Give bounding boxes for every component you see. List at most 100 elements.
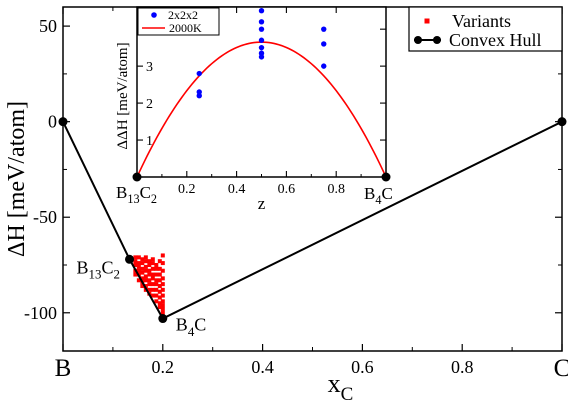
main-plot: B 0.2 0.4 0.6 0.8 C -100 -50 0 50 xC ΔH [meV/atom] B… xyxy=(4,6,568,403)
variant-point xyxy=(160,303,165,308)
variant-point xyxy=(157,295,162,300)
inset-y-tick-label: 1 xyxy=(146,134,153,149)
inset-2x2x2-point xyxy=(196,92,202,99)
variant-point xyxy=(143,259,148,264)
variant-point xyxy=(160,306,165,311)
variant-point xyxy=(160,310,165,315)
variant-point xyxy=(160,261,165,266)
variant-point xyxy=(160,299,165,304)
main-x-tick-label: 0.4 xyxy=(251,357,274,377)
main-x-tick-label: 0.6 xyxy=(351,357,374,377)
inset-2x2x2-point xyxy=(258,19,265,25)
variant-point xyxy=(157,278,162,283)
variant-point xyxy=(147,263,152,267)
variant-point xyxy=(154,272,159,277)
legend-variants-marker xyxy=(424,18,430,24)
variant-point xyxy=(150,282,155,287)
variant-point xyxy=(157,305,162,310)
inset-2x2x2-point xyxy=(258,37,265,43)
variant-point xyxy=(136,264,141,269)
variant-point xyxy=(157,272,162,277)
inset-endpoint xyxy=(132,172,142,182)
variant-point xyxy=(136,261,141,266)
legend-hull-marker xyxy=(414,36,422,44)
main-x-axis-label: xC xyxy=(328,369,354,403)
variant-point xyxy=(160,287,165,292)
variant-point xyxy=(154,263,159,267)
variant-point xyxy=(160,276,165,281)
variant-point xyxy=(143,284,148,289)
inset-2x2x2-point xyxy=(258,7,265,14)
variant-point xyxy=(154,293,159,298)
inset-2x2x2-point xyxy=(258,54,265,60)
variant-point xyxy=(150,257,155,262)
variant-point xyxy=(157,284,162,289)
variant-point xyxy=(150,266,155,271)
variant-point xyxy=(143,274,148,279)
variant-point xyxy=(143,278,148,283)
main-y-tick-label: -100 xyxy=(24,303,57,323)
legend-hull-marker xyxy=(433,36,441,44)
inset-b13c2-label: B13C2 xyxy=(116,183,157,206)
inset-legend-box xyxy=(137,7,220,36)
variant-point xyxy=(150,293,155,298)
variant-point xyxy=(147,268,152,273)
variant-point xyxy=(150,272,155,277)
variant-point xyxy=(147,287,152,292)
variant-point xyxy=(154,299,159,304)
inset-endpoint xyxy=(381,172,391,182)
inset-plot: 0.20.40.60.81234zΔΔH [meV/atom]B13C2B4C2… xyxy=(115,6,393,213)
legend-2x2x2-marker xyxy=(151,12,157,18)
legend-hull-label: Convex Hull xyxy=(449,30,542,50)
inset-y-tick-label: 3 xyxy=(146,60,153,75)
main-x-tick-label: 0.2 xyxy=(152,357,175,377)
variant-point xyxy=(157,266,162,271)
legend-variants-label: Variants xyxy=(452,11,511,31)
variant-point xyxy=(136,255,141,260)
variant-point xyxy=(147,282,152,287)
inset-b4c-label: B4C xyxy=(364,184,393,207)
variant-point xyxy=(160,293,165,298)
inset-x-axis-label: z xyxy=(258,194,266,213)
variant-point xyxy=(133,255,138,260)
variant-point xyxy=(136,268,141,273)
variant-point xyxy=(143,264,148,269)
variant-point xyxy=(147,259,152,264)
inset-2x2x2-point xyxy=(196,70,202,77)
variant-point xyxy=(133,272,138,277)
main-y-tick-label: 0 xyxy=(48,112,57,132)
main-y-tick-label: 50 xyxy=(39,16,57,36)
inset-x-tick-label: 0.6 xyxy=(278,182,296,197)
variant-point xyxy=(140,257,145,262)
main-legend-box xyxy=(408,6,563,52)
b13c2-annotation: B13C2 xyxy=(77,257,120,281)
legend-2x2x2-label: 2x2x2 xyxy=(168,8,198,22)
convex-hull-point xyxy=(125,254,135,264)
variant-point xyxy=(157,289,162,294)
variant-point xyxy=(133,263,138,267)
variant-point xyxy=(154,287,159,292)
variant-point xyxy=(154,282,159,287)
variant-point xyxy=(147,278,152,283)
inset-x-tick-label: 0.4 xyxy=(228,182,246,197)
inset-2x2x2-point xyxy=(258,26,265,32)
variant-point xyxy=(133,259,138,264)
variant-point xyxy=(140,261,145,266)
variant-point xyxy=(140,270,145,275)
main-y-tick-label: -50 xyxy=(33,207,57,227)
inset-2x2x2-point xyxy=(258,44,265,51)
inset-x-tick-label: 0.2 xyxy=(178,182,196,197)
inset-2x2x2-point xyxy=(258,50,265,56)
variant-point xyxy=(143,255,148,260)
main-x-tick-label: B xyxy=(55,355,72,382)
convex-hull-point xyxy=(557,117,567,127)
variant-point xyxy=(140,276,145,281)
legend-2000k-label: 2000K xyxy=(169,21,202,35)
variant-point xyxy=(157,259,162,264)
convex-hull-line xyxy=(62,120,563,320)
variant-point xyxy=(150,276,155,281)
variant-point xyxy=(160,268,165,273)
variant-point xyxy=(140,266,145,271)
